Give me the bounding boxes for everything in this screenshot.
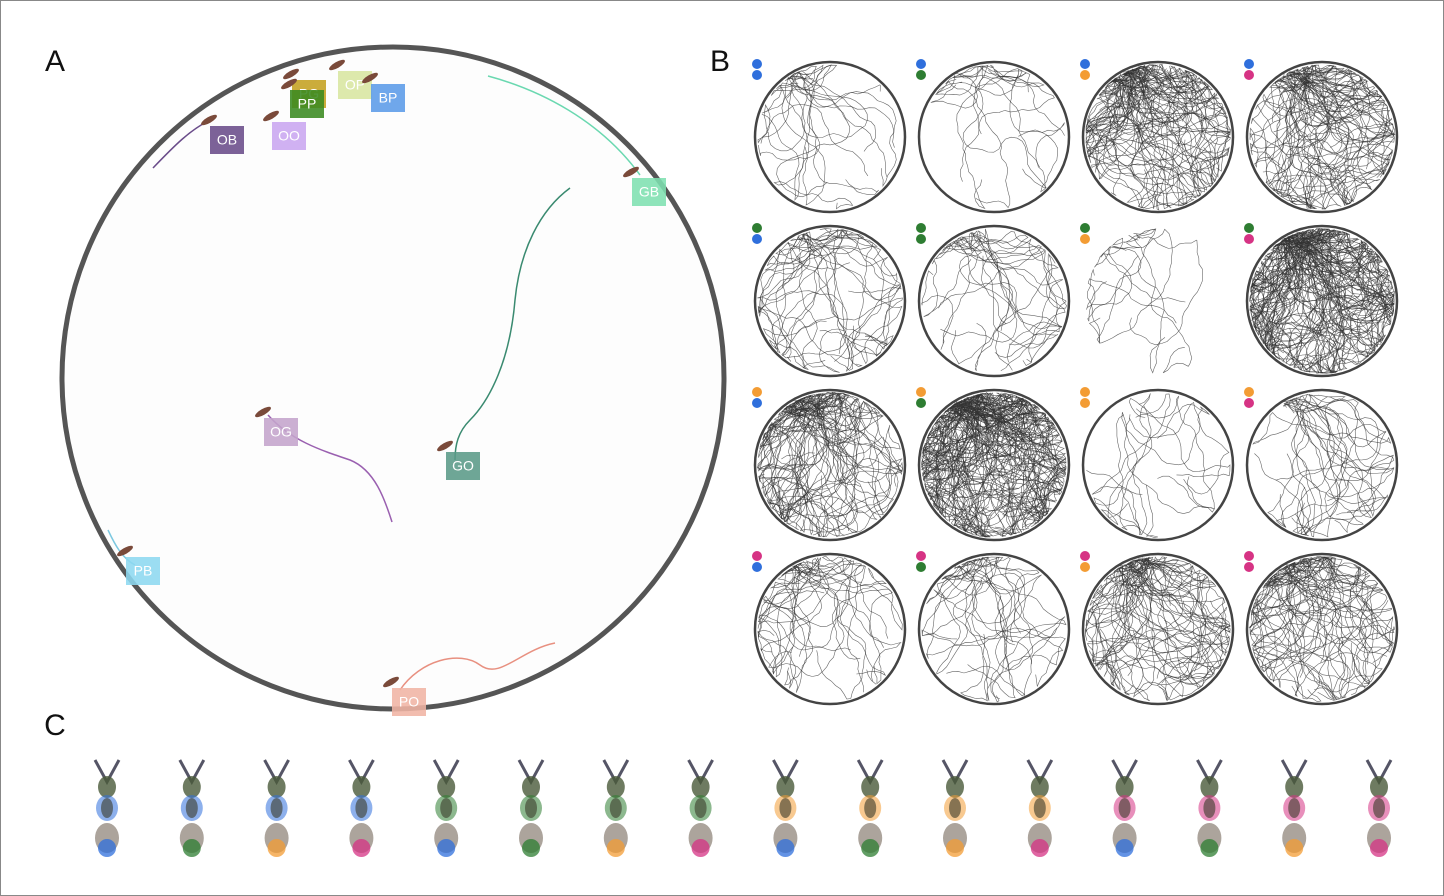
dot: [916, 70, 926, 80]
head: [522, 776, 540, 798]
dot: [1244, 223, 1254, 233]
tag-label: PO: [399, 694, 419, 710]
head: [1200, 776, 1218, 798]
dot: [1080, 70, 1090, 80]
panel-label: B: [710, 45, 730, 78]
tag-paint: [1370, 839, 1388, 857]
tag-paint: [352, 839, 370, 857]
tag-label: PB: [134, 563, 153, 579]
head: [692, 776, 710, 798]
head: [352, 776, 370, 798]
tag-label: PP: [298, 96, 317, 112]
panel-label: A: [45, 45, 65, 78]
dot: [752, 70, 762, 80]
dot: [1080, 551, 1090, 561]
dot: [1080, 59, 1090, 69]
dot: [916, 562, 926, 572]
dot: [1080, 223, 1090, 233]
dot: [752, 551, 762, 561]
tag-paint: [692, 839, 710, 857]
dot: [1244, 59, 1254, 69]
dot: [916, 398, 926, 408]
dot: [1244, 234, 1254, 244]
thorax-core: [1119, 798, 1131, 818]
tag-paint: [776, 839, 794, 857]
dot: [1080, 234, 1090, 244]
dot: [752, 398, 762, 408]
head: [946, 776, 964, 798]
tag-paint: [861, 839, 879, 857]
tag-label: OO: [278, 128, 300, 144]
thorax-core: [1373, 798, 1385, 818]
head: [1116, 776, 1134, 798]
dot: [752, 234, 762, 244]
tag-label: GO: [452, 458, 474, 474]
head: [183, 776, 201, 798]
tag-label: OG: [270, 424, 292, 440]
thorax-core: [1034, 798, 1046, 818]
thorax-core: [1288, 798, 1300, 818]
head: [268, 776, 286, 798]
head: [1370, 776, 1388, 798]
tag-paint: [522, 839, 540, 857]
tag-paint: [98, 839, 116, 857]
dot: [752, 59, 762, 69]
thorax-core: [695, 798, 707, 818]
thorax-core: [1203, 798, 1215, 818]
thorax-core: [101, 798, 113, 818]
tag-paint: [607, 839, 625, 857]
dot: [752, 387, 762, 397]
tag-label: GB: [639, 184, 659, 200]
tag-paint: [1285, 839, 1303, 857]
figure: A B C OBOOPGPPOPBPGBOGGOPBPO: [0, 0, 1444, 896]
head: [437, 776, 455, 798]
head: [98, 776, 116, 798]
dot: [916, 387, 926, 397]
dot: [1080, 562, 1090, 572]
dot: [1244, 387, 1254, 397]
head: [1285, 776, 1303, 798]
tag-paint: [268, 839, 286, 857]
dot: [1244, 562, 1254, 572]
tag-paint: [183, 839, 201, 857]
tag-paint: [1116, 839, 1134, 857]
tag-paint: [1200, 839, 1218, 857]
tag-label: OP: [345, 77, 365, 93]
head: [1031, 776, 1049, 798]
head: [776, 776, 794, 798]
tag-label: BP: [379, 90, 398, 106]
tag-paint: [1031, 839, 1049, 857]
thorax-core: [779, 798, 791, 818]
thorax-core: [271, 798, 283, 818]
tag-paint: [946, 839, 964, 857]
thorax-core: [186, 798, 198, 818]
dot: [916, 551, 926, 561]
dot: [752, 562, 762, 572]
thorax-core: [525, 798, 537, 818]
dot: [916, 59, 926, 69]
dot: [1080, 387, 1090, 397]
arena: [62, 47, 724, 709]
dot: [1244, 398, 1254, 408]
head: [861, 776, 879, 798]
thorax-core: [864, 798, 876, 818]
dot: [1244, 70, 1254, 80]
thorax-core: [440, 798, 452, 818]
dot: [1080, 398, 1090, 408]
thorax-core: [949, 798, 961, 818]
head: [607, 776, 625, 798]
dot: [916, 234, 926, 244]
thorax-core: [610, 798, 622, 818]
tag-label: OB: [217, 132, 237, 148]
dot: [752, 223, 762, 233]
dot: [916, 223, 926, 233]
dot: [1244, 551, 1254, 561]
tag-paint: [437, 839, 455, 857]
thorax-core: [355, 798, 367, 818]
panel-label: C: [44, 709, 66, 742]
